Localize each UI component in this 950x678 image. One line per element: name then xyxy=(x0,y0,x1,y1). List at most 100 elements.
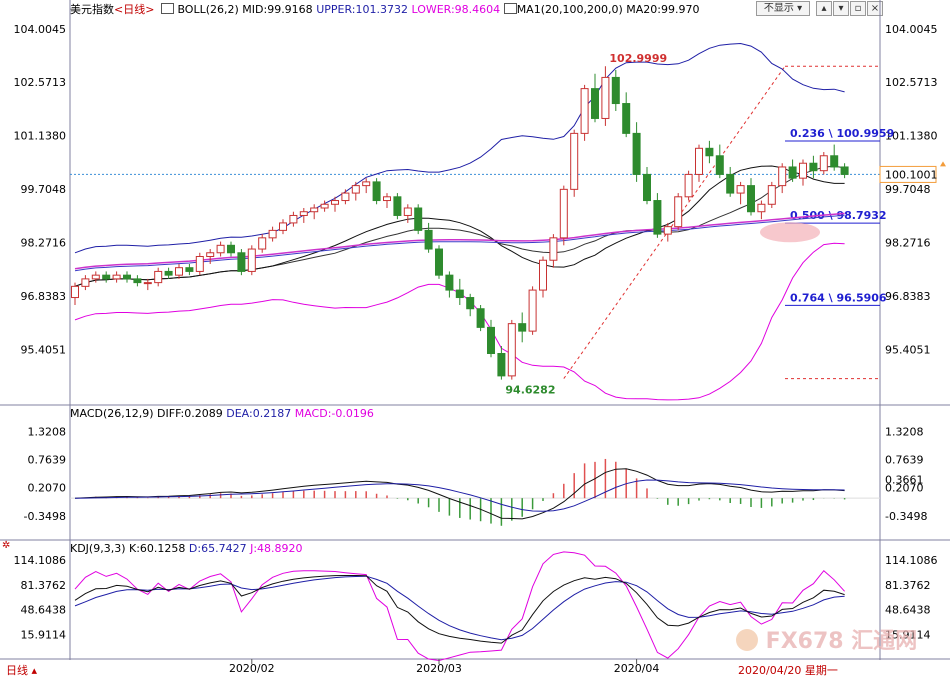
candle-up xyxy=(362,181,371,187)
candle-up xyxy=(71,285,79,299)
watermark: FX678 汇通网 xyxy=(736,623,917,655)
price-axis-left-label: 95.4051 xyxy=(21,344,67,357)
candle-up xyxy=(310,207,319,213)
price-axis-right-label: 96.8383 xyxy=(885,290,931,303)
candle-up xyxy=(383,196,391,202)
period-label[interactable]: <日线> xyxy=(114,3,155,16)
price-axis-left-label: 102.5713 xyxy=(14,76,67,89)
candle-down xyxy=(591,88,599,119)
macd-axis-right-label: 1.3208 xyxy=(885,426,924,439)
macd-axis-left-label: 0.7639 xyxy=(28,454,67,467)
candle-down xyxy=(455,289,464,299)
price-axis-right-label: 98.2716 xyxy=(885,237,931,250)
macd-dea: DEA:0.2187 xyxy=(226,407,292,420)
candle-up xyxy=(289,214,298,224)
price-axis-left-label: 98.2716 xyxy=(21,237,67,250)
candle-down xyxy=(393,196,402,216)
macd-axis-left-label: 1.3208 xyxy=(28,426,67,439)
price-axis-left-label: 96.8383 xyxy=(21,290,67,303)
watermark-logo-icon xyxy=(736,629,758,651)
candle-up xyxy=(549,237,558,261)
macd-dea-line xyxy=(74,479,845,512)
settings-gear-icon[interactable]: ✲ xyxy=(2,540,11,551)
price-axis-left-label: 101.1380 xyxy=(14,130,67,143)
candle-down xyxy=(643,173,651,202)
candle-down xyxy=(622,103,631,134)
price-axis-left-label: 99.7048 xyxy=(21,183,67,196)
candle-down xyxy=(830,155,839,168)
candle-up xyxy=(91,274,100,280)
close-icon: × xyxy=(870,3,880,14)
macd-axis-right-label: -0.3498 xyxy=(885,510,927,523)
macd-header: MACD(26,12,9) DIFF:0.2089 DEA:0.2187 MAC… xyxy=(70,407,374,420)
ma200-line xyxy=(74,212,845,270)
candle-up xyxy=(279,222,287,231)
hide-indicator-button[interactable]: 不显示 ▾ xyxy=(756,1,810,16)
kdj-name: KDJ(9,3,3) xyxy=(70,542,126,555)
instrument-title: 美元指数 xyxy=(70,3,114,16)
kdj-axis-left-label: 114.1086 xyxy=(14,554,67,567)
candle-up xyxy=(528,289,537,332)
candle-down xyxy=(611,76,620,105)
maximize-button[interactable]: ▫ xyxy=(850,1,866,16)
kdj-j-line xyxy=(74,551,845,662)
candle-up xyxy=(112,274,121,280)
scroll-up-button[interactable]: ▴ xyxy=(816,1,832,16)
macd-name: MACD(26,12,9) xyxy=(70,407,154,420)
candle-up xyxy=(175,267,183,276)
period-switch-label: 日线 xyxy=(6,664,28,677)
boll-upper-line xyxy=(74,42,845,254)
candle-up xyxy=(206,252,215,257)
boll-lower-line xyxy=(74,242,845,401)
macd-axis-right-label: 0.2070 xyxy=(885,482,924,495)
boll-upper: UPPER:101.3732 xyxy=(316,3,408,16)
candle-up xyxy=(757,203,766,213)
fib-level-label: 0.764 \ 96.5906 xyxy=(790,291,887,304)
candle-up xyxy=(195,256,204,272)
price-up-arrow-icon xyxy=(940,161,946,167)
candle-up xyxy=(684,173,693,198)
price-axis-right-label: 101.1380 xyxy=(885,130,938,143)
kdj-axis-left-label: 48.6438 xyxy=(21,604,67,617)
candle-down xyxy=(185,267,194,272)
candle-up xyxy=(403,207,412,216)
candle-up xyxy=(507,323,516,377)
candle-down xyxy=(497,353,506,377)
candle-up xyxy=(663,226,672,235)
candle-up xyxy=(268,229,277,239)
candle-up xyxy=(320,203,329,209)
scroll-down-button[interactable]: ▾ xyxy=(833,1,849,16)
ma-icon xyxy=(503,3,517,14)
kdj-d: D:65.7427 xyxy=(188,542,247,555)
ma-name: MA1(20,100,200,0) xyxy=(516,3,623,16)
time-axis-label: 2020/03 xyxy=(416,662,462,675)
kdj-k: K:60.1258 xyxy=(129,542,186,555)
candle-up xyxy=(819,155,828,172)
candle-down xyxy=(632,132,641,175)
candle-up xyxy=(695,147,703,175)
price-axis-right-label: 102.5713 xyxy=(885,76,938,89)
price-axis-right-label: 99.7048 xyxy=(885,183,931,196)
low-annotation: 94.6282 xyxy=(505,384,555,397)
price-axis-right-label: 95.4051 xyxy=(885,344,931,357)
candle-down xyxy=(809,162,818,172)
candle-up xyxy=(674,196,683,228)
close-button[interactable]: × xyxy=(867,1,883,16)
candle-up xyxy=(767,185,776,205)
candle-down xyxy=(518,323,527,332)
candle-up xyxy=(799,162,807,179)
time-axis-label: 2020/02 xyxy=(229,662,275,675)
kdj-axis-right-label: 15.9114 xyxy=(885,628,931,641)
candle-down xyxy=(123,274,131,280)
period-switch[interactable]: 日线 ▴ xyxy=(6,662,37,678)
candle-down xyxy=(726,173,735,194)
cursor-date: 2020/04/20 星期一 xyxy=(738,664,838,677)
triangle-up-icon: ▴ xyxy=(821,3,827,14)
candle-down xyxy=(227,244,235,254)
candle-down xyxy=(840,166,849,175)
candle-down xyxy=(747,185,755,213)
candle-up xyxy=(216,244,225,254)
kdj-axis-left-label: 15.9114 xyxy=(21,628,67,641)
current-price-badge xyxy=(879,165,937,183)
